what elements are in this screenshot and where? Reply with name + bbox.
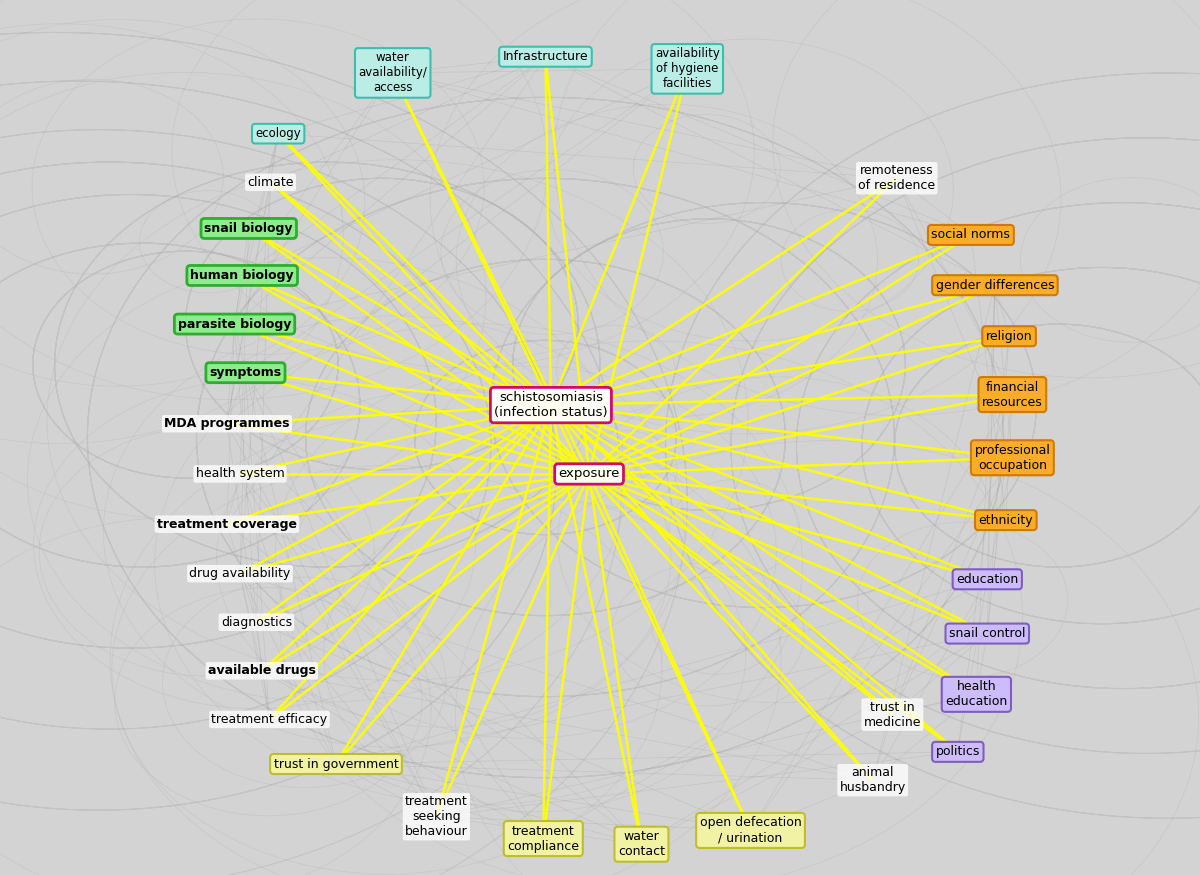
- Text: symptoms: symptoms: [209, 366, 282, 379]
- Text: social norms: social norms: [931, 228, 1010, 242]
- Text: ethnicity: ethnicity: [978, 514, 1033, 527]
- Text: water
availability/
access: water availability/ access: [359, 52, 427, 94]
- Text: animal
husbandry: animal husbandry: [840, 766, 906, 794]
- Text: human biology: human biology: [191, 269, 294, 282]
- Text: ecology: ecology: [256, 127, 301, 140]
- Text: availability
of hygiene
facilities: availability of hygiene facilities: [655, 47, 720, 90]
- Text: financial
resources: financial resources: [982, 381, 1043, 409]
- Text: parasite biology: parasite biology: [178, 318, 292, 331]
- Text: exposure: exposure: [558, 467, 619, 480]
- Text: trust in
medicine: trust in medicine: [864, 701, 922, 729]
- Text: trust in government: trust in government: [274, 758, 398, 771]
- Text: open defecation
/ urination: open defecation / urination: [700, 816, 802, 844]
- Text: available drugs: available drugs: [208, 664, 316, 677]
- Text: education: education: [956, 573, 1019, 585]
- Text: treatment
seeking
behaviour: treatment seeking behaviour: [404, 795, 468, 838]
- Text: climate: climate: [247, 176, 294, 189]
- Text: MDA programmes: MDA programmes: [164, 417, 289, 430]
- Text: professional
occupation: professional occupation: [974, 444, 1050, 472]
- Text: schistosomiasis
(infection status): schistosomiasis (infection status): [494, 391, 607, 419]
- Text: politics: politics: [936, 746, 980, 759]
- Text: health system: health system: [196, 467, 284, 480]
- Text: diagnostics: diagnostics: [221, 616, 292, 629]
- Text: religion: religion: [985, 330, 1032, 343]
- Text: treatment
compliance: treatment compliance: [508, 824, 580, 852]
- Text: health
education: health education: [946, 681, 1008, 709]
- Text: snail biology: snail biology: [204, 222, 293, 235]
- Text: treatment efficacy: treatment efficacy: [211, 713, 328, 726]
- Text: snail control: snail control: [949, 627, 1026, 640]
- Text: treatment coverage: treatment coverage: [157, 518, 296, 531]
- Text: remoteness
of residence: remoteness of residence: [858, 164, 935, 192]
- Text: drug availability: drug availability: [190, 567, 290, 580]
- Text: water
contact: water contact: [618, 830, 665, 858]
- Text: gender differences: gender differences: [936, 278, 1054, 291]
- Text: Infrastructure: Infrastructure: [503, 50, 588, 63]
